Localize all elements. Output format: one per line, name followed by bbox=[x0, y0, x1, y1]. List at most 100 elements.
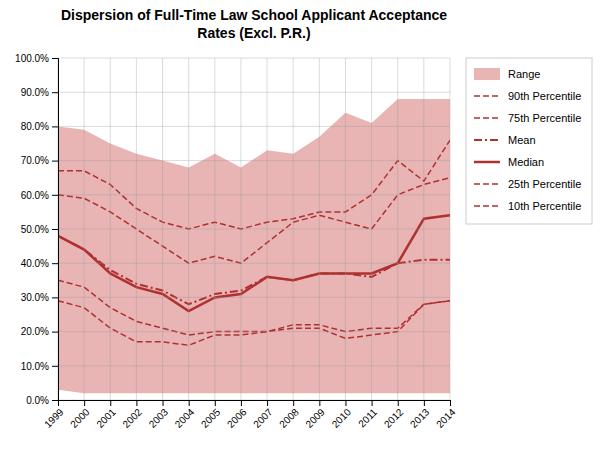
tick-mark bbox=[52, 58, 58, 59]
series-line bbox=[58, 236, 450, 304]
legend-label: Median bbox=[508, 156, 544, 168]
grid-line bbox=[58, 297, 450, 298]
tick: 2011 bbox=[356, 400, 379, 429]
tick-label: 2008 bbox=[277, 406, 301, 430]
range-area bbox=[58, 99, 450, 393]
legend-label: Mean bbox=[508, 134, 536, 146]
tick-label: 1999 bbox=[42, 406, 66, 430]
tick: 2014 bbox=[434, 400, 458, 430]
tick-label: 30.0% bbox=[21, 292, 49, 303]
tick-mark bbox=[84, 400, 85, 406]
tick-mark bbox=[293, 400, 294, 406]
tick-label: 2013 bbox=[408, 406, 432, 430]
tick: 2004 bbox=[173, 400, 197, 430]
tick-mark bbox=[52, 366, 58, 367]
tick-label: 100.0% bbox=[15, 53, 49, 64]
tick-label: 60.0% bbox=[21, 190, 49, 201]
grid-line bbox=[240, 58, 241, 400]
grid-line bbox=[397, 58, 398, 400]
legend-item: 75th Percentile bbox=[474, 112, 581, 124]
grid-line bbox=[371, 58, 372, 400]
title: Dispersion of Full-Time Law School Appli… bbox=[61, 7, 447, 41]
tick-label: 2007 bbox=[251, 406, 275, 430]
grid-line bbox=[110, 58, 111, 400]
grid-line bbox=[267, 58, 268, 400]
tick-label: 2012 bbox=[382, 406, 406, 430]
grid-line bbox=[84, 58, 85, 400]
tick: 2007 bbox=[251, 400, 275, 430]
tick-mark bbox=[189, 400, 190, 406]
tick-mark bbox=[52, 400, 58, 401]
legend-item: 90th Percentile bbox=[474, 90, 581, 102]
tick: 2003 bbox=[147, 400, 171, 430]
legend-item: Mean bbox=[474, 134, 536, 146]
tick-label: 2004 bbox=[173, 406, 197, 430]
legend-swatch bbox=[474, 95, 500, 97]
tick: 2009 bbox=[303, 400, 327, 430]
legend-item: 25th Percentile bbox=[474, 178, 581, 190]
grid-line bbox=[345, 58, 346, 400]
tick-mark bbox=[52, 92, 58, 93]
tick: 2013 bbox=[408, 400, 432, 430]
tick: 50.0% bbox=[21, 224, 58, 235]
legend-swatch bbox=[474, 161, 500, 164]
legend-label: 10th Percentile bbox=[508, 200, 581, 212]
tick: 10.0% bbox=[21, 361, 58, 372]
tick-label: 2003 bbox=[147, 406, 171, 430]
series-line bbox=[58, 301, 450, 345]
grid bbox=[58, 58, 450, 400]
tick-label: 10.0% bbox=[21, 361, 49, 372]
grid-line bbox=[136, 58, 137, 400]
tick: 2010 bbox=[330, 400, 354, 430]
tick: 30.0% bbox=[21, 292, 58, 303]
legend-swatch bbox=[474, 68, 500, 80]
tick: 70.0% bbox=[21, 155, 58, 166]
tick-mark bbox=[52, 332, 58, 333]
tick-mark bbox=[163, 400, 164, 406]
tick: 0.0% bbox=[26, 395, 58, 406]
tick-mark bbox=[345, 400, 346, 406]
legend-item: Range bbox=[474, 68, 540, 80]
grid-line bbox=[58, 365, 450, 366]
tick-label: 2002 bbox=[120, 406, 144, 430]
tick-label: 2000 bbox=[68, 406, 92, 430]
tick-label: 70.0% bbox=[21, 155, 49, 166]
grid-line bbox=[58, 92, 450, 93]
tick: 100.0% bbox=[15, 53, 58, 64]
legend-swatch bbox=[474, 205, 500, 207]
tick-label: 2006 bbox=[225, 406, 249, 430]
tick: 80.0% bbox=[21, 121, 58, 132]
legend-swatch bbox=[474, 117, 500, 119]
series-line bbox=[58, 280, 450, 335]
tick-mark bbox=[52, 161, 58, 162]
x-axis: 1999200020012002200320042005200620072008… bbox=[42, 400, 458, 430]
grid-line bbox=[58, 331, 450, 332]
legend-item: Median bbox=[474, 156, 544, 168]
grid-line bbox=[58, 58, 450, 59]
grid-line bbox=[58, 263, 450, 264]
tick-mark bbox=[241, 400, 242, 406]
series-line bbox=[58, 178, 450, 264]
tick-mark bbox=[372, 400, 373, 406]
tick: 2002 bbox=[120, 400, 144, 430]
grid-line bbox=[450, 58, 451, 400]
tick-mark bbox=[267, 400, 268, 406]
tick-mark bbox=[110, 400, 111, 406]
chart: 1999200020012002200320042005200620072008… bbox=[0, 0, 600, 450]
tick: 2001 bbox=[94, 400, 118, 430]
grid-line bbox=[58, 160, 450, 161]
tick-label: 2010 bbox=[330, 406, 354, 430]
legend-swatch bbox=[474, 139, 500, 141]
grid-line bbox=[188, 58, 189, 400]
tick: 20.0% bbox=[21, 326, 58, 337]
tick-mark bbox=[319, 400, 320, 406]
tick-mark bbox=[215, 400, 216, 406]
tick-label: 80.0% bbox=[21, 121, 49, 132]
tick-label: 2014 bbox=[434, 406, 458, 430]
tick-label: 20.0% bbox=[21, 326, 49, 337]
tick-mark bbox=[450, 400, 451, 406]
grid-line bbox=[214, 58, 215, 400]
legend: Range 90th Percentile 75th Percentile Mean M… bbox=[466, 58, 592, 224]
tick-label: 50.0% bbox=[21, 224, 49, 235]
tick: 60.0% bbox=[21, 190, 58, 201]
